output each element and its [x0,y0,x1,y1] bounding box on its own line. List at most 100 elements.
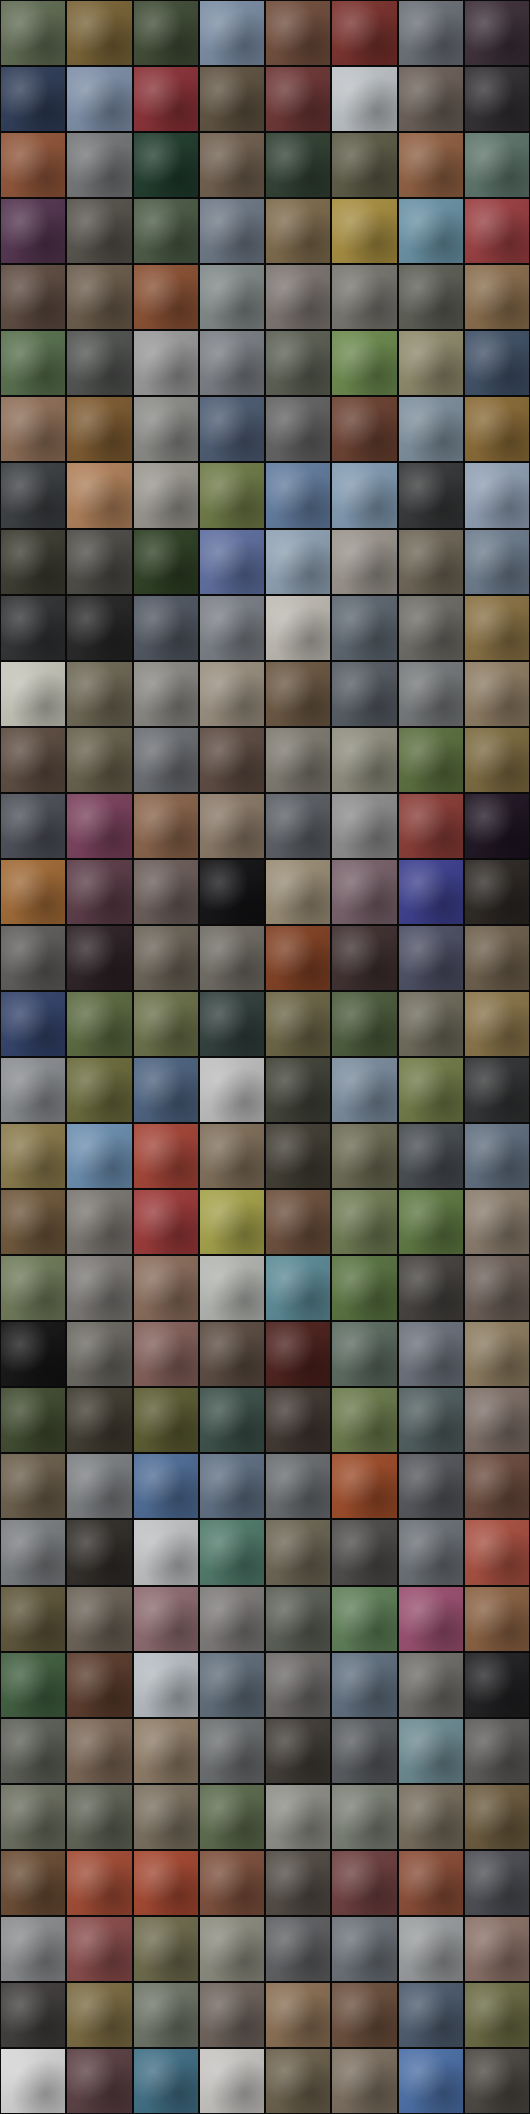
image-tile [199,1,264,66]
image-tile [464,1,529,66]
image-tile [199,529,264,594]
image-tile [398,1388,463,1453]
image-tile [133,1,198,66]
image-tile [464,463,529,528]
image-tile [332,1388,397,1453]
image-tile [332,1982,397,2047]
image-tile [1,661,66,726]
image-tile [133,529,198,594]
image-tile [398,1058,463,1123]
image-tile [266,595,331,660]
image-tile [199,331,264,396]
image-tile [332,925,397,990]
image-tile [1,1058,66,1123]
image-tile [332,331,397,396]
image-tile [67,1454,132,1519]
image-tile [332,991,397,1056]
image-tile [332,133,397,198]
image-tile [464,859,529,924]
image-tile [67,199,132,264]
image-tile [266,133,331,198]
image-tile [199,859,264,924]
image-tile [266,1256,331,1321]
image-tile [398,859,463,924]
image-tile [133,1388,198,1453]
image-tile [398,133,463,198]
image-tile [464,67,529,132]
image-tile [67,925,132,990]
image-tile [133,1256,198,1321]
image-tile [266,1586,331,1651]
image-tile [332,1520,397,1585]
image-tile [133,859,198,924]
image-tile [332,1718,397,1783]
image-tile [199,1718,264,1783]
image-tile [199,1850,264,1915]
image-tile [67,1652,132,1717]
image-tile [133,1520,198,1585]
image-tile [67,1190,132,1255]
image-tile [266,1454,331,1519]
image-tile [67,859,132,924]
image-tile [266,727,331,792]
image-tile [67,1850,132,1915]
image-tile [266,529,331,594]
image-tile [1,133,66,198]
image-tile [332,1652,397,1717]
image-tile [332,265,397,330]
image-tile [266,661,331,726]
image-tile [332,2048,397,2113]
image-tile [199,1520,264,1585]
image-tile [464,1388,529,1453]
image-tile [266,463,331,528]
image-tile [133,793,198,858]
image-tile [67,529,132,594]
image-tile [1,1718,66,1783]
image-tile [464,1982,529,2047]
image-tile [133,1058,198,1123]
image-tile [133,1850,198,1915]
image-tile [1,397,66,462]
image-tile [67,1586,132,1651]
image-tile [67,1256,132,1321]
image-tile [199,1190,264,1255]
image-tile [398,1586,463,1651]
image-tile [1,67,66,132]
image-tile [133,727,198,792]
image-tile [266,397,331,462]
image-tile [1,1454,66,1519]
image-tile [266,1982,331,2047]
image-tile [133,67,198,132]
image-tile [464,1058,529,1123]
image-tile [464,1190,529,1255]
image-tile [266,1652,331,1717]
image-tile [464,265,529,330]
image-tile [464,529,529,594]
image-tile [398,1520,463,1585]
image-tile [398,595,463,660]
image-tile [199,793,264,858]
image-tile [266,1388,331,1453]
image-tile [332,793,397,858]
image-tile [133,1586,198,1651]
image-tile [464,1850,529,1915]
image-tile [266,1190,331,1255]
image-tile [1,1190,66,1255]
image-tile [464,595,529,660]
image-tile [464,1454,529,1519]
image-tile [199,67,264,132]
image-tile [398,793,463,858]
image-tile [133,1916,198,1981]
image-tile [199,1058,264,1123]
image-tile [398,1652,463,1717]
image-tile [133,133,198,198]
image-tile [464,331,529,396]
image-tile [464,925,529,990]
image-tile [398,991,463,1056]
image-tile [332,1784,397,1849]
image-tile [133,1718,198,1783]
image-tile [266,1784,331,1849]
image-tile [133,463,198,528]
image-tile [398,1982,463,2047]
image-tile [398,1718,463,1783]
